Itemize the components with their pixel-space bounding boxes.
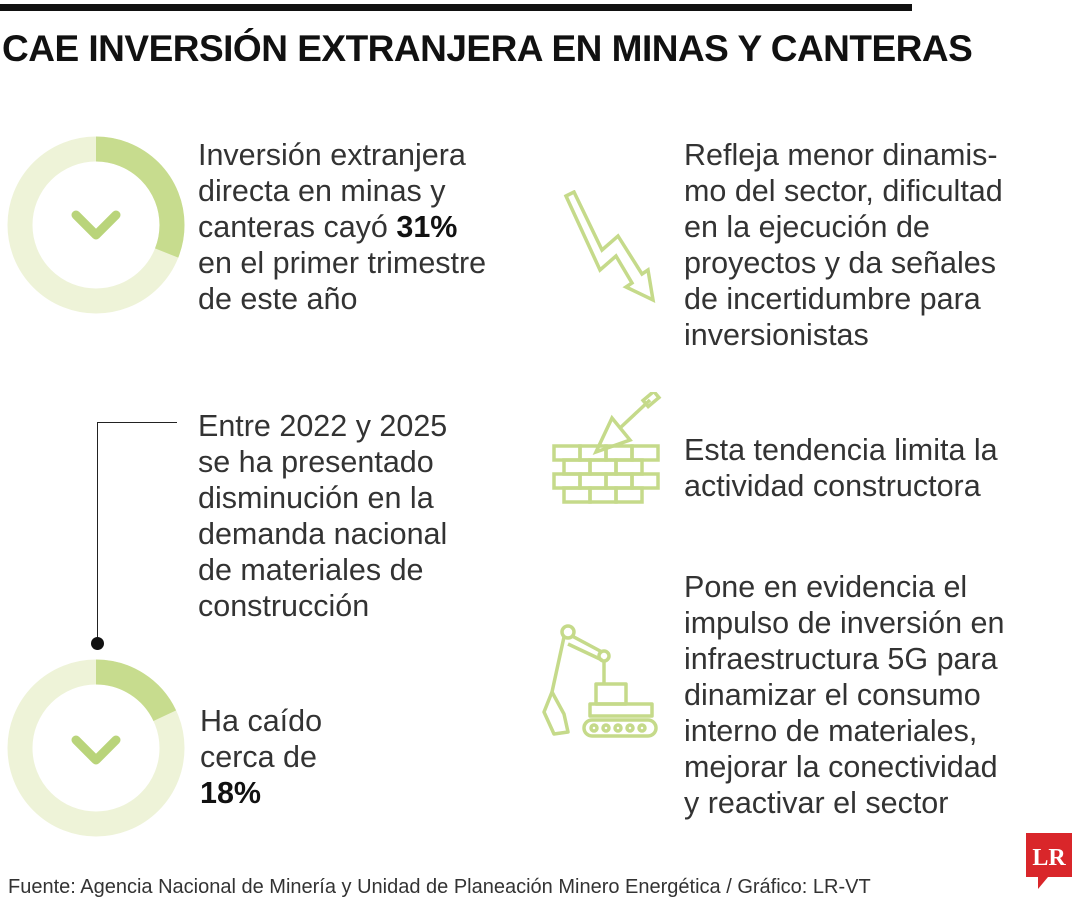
ring-chart-31 [7,136,185,314]
text-line: inversionistas [684,318,869,352]
text-line: de materiales de [198,553,424,587]
brick-wall-trowel-icon [552,392,662,504]
infographic-title: CAE INVERSIÓN EXTRANJERA EN MINAS Y CANT… [2,28,973,69]
text-block-1: Inversión extranjera directa en minas y … [198,137,486,317]
text-line: mejorar la conectividad [684,750,998,784]
text-line: cerca de [200,740,317,774]
text-line: dinamizar el consumo [684,678,981,712]
text-block-6: Pone en evidencia el impulso de inversió… [684,569,1004,821]
ring-fill-18 [7,659,185,837]
text-line: de incertidumbre para [684,282,981,316]
text-line: Esta tendencia limita la [684,433,998,467]
ring-fill-31 [7,136,185,314]
text-block-5: Ha caído cerca de 18% [200,703,322,811]
text-line: en la ejecución de [684,210,930,244]
text-block-3: Entre 2022 y 2025 se ha presentado dismi… [198,408,447,624]
text-line: directa en minas y [198,174,446,208]
text-line: Inversión extranjera [198,138,466,172]
text-line: disminución en la [198,481,434,515]
text-line: Refleja menor dinamis- [684,138,998,172]
connector-line [97,422,177,423]
text-line: de este año [198,282,358,316]
text-line: y reactivar el sector [684,786,949,820]
excavator-icon [542,624,658,738]
text-line: Entre 2022 y 2025 [198,409,448,443]
text-line: demanda nacional [198,517,448,551]
svg-text:LR: LR [1032,845,1066,871]
text-line: canteras cayó [198,210,397,244]
text-line: mo del sector, dificultad [684,174,1003,208]
chevron-down-icon [71,735,121,765]
text-line: proyectos y da señales [684,246,996,280]
lr-logo: LR [1026,833,1072,889]
connector-line-vertical [97,422,98,640]
text-line: construcción [198,589,370,623]
text-line: impulso de inversión en [684,606,1005,640]
text-line: infraestructura 5G para [684,642,998,676]
top-rule [0,4,912,11]
text-line: interno de materiales, [684,714,978,748]
downward-zigzag-arrow-icon [563,190,656,304]
ring-chart-18 [7,659,185,837]
value-31: 31% [396,210,458,244]
source-credit: Fuente: Agencia Nacional de Minería y Un… [8,876,871,898]
text-line: en el primer trimestre [198,246,487,280]
text-block-2: Refleja menor dinamis- mo del sector, di… [684,137,1003,353]
text-block-4: Esta tendencia limita la actividad const… [684,432,998,504]
value-18: 18% [200,776,262,810]
chevron-down-icon [71,210,121,240]
text-line: se ha presentado [198,445,434,479]
connector-dot [91,637,104,650]
text-line: Ha caído [200,704,323,738]
text-line: Pone en evidencia el [684,570,968,604]
text-line: actividad constructora [684,469,981,503]
